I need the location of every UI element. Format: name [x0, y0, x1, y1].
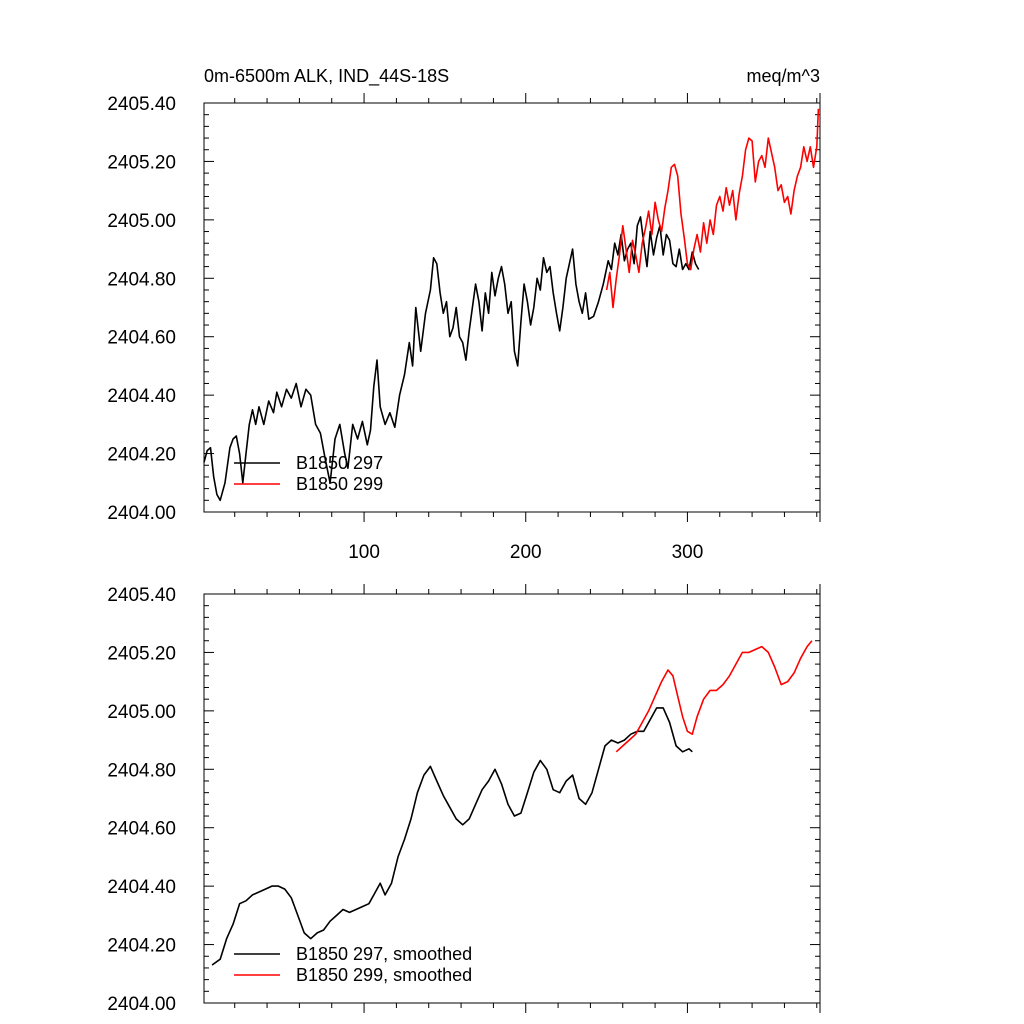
series-line-0: [203, 216, 700, 502]
y-tick-label: 2405.00: [107, 702, 176, 723]
legend-label-0: B1850 297, smoothed: [296, 944, 472, 964]
series-line-1: [615, 640, 813, 753]
y-tick-label: 2404.00: [107, 994, 176, 1015]
legend-label-1: B1850 299, smoothed: [296, 965, 472, 985]
top-panel: 0m-6500m ALK, IND_44S-18S meq/m^3 2404.0…: [107, 66, 821, 563]
x-tick-label: 300: [672, 542, 704, 563]
y-tick-label: 2405.00: [107, 211, 176, 232]
y-tick-label: 2404.00: [107, 503, 176, 524]
y-tick-label: 2405.20: [107, 152, 176, 173]
units-label: meq/m^3: [747, 66, 820, 86]
y-tick-label: 2404.80: [107, 269, 176, 290]
plot-frame: [203, 593, 821, 1004]
legend-label-1: B1850 299: [296, 474, 383, 494]
series-line-1: [605, 108, 820, 309]
y-tick-label: 2405.40: [107, 585, 176, 606]
plot-frame: [203, 102, 821, 513]
series-line-0: [211, 707, 693, 966]
y-tick-label: 2404.20: [107, 445, 176, 466]
y-tick-label: 2404.40: [107, 877, 176, 898]
y-tick-label: 2405.20: [107, 643, 176, 664]
y-tick-label: 2404.60: [107, 328, 176, 349]
x-tick-label: 100: [348, 542, 380, 563]
chart-title: 0m-6500m ALK, IND_44S-18S: [204, 66, 449, 87]
bottom-panel: 2404.00 2404.20 2404.40 2404.60 2404.80 2405.…: [107, 584, 821, 1015]
y-tick-label: 2404.40: [107, 386, 176, 407]
y-tick-label: 2404.80: [107, 760, 176, 781]
y-tick-label: 2405.40: [107, 94, 176, 115]
legend-label-0: B1850 297: [296, 453, 383, 473]
y-tick-label: 2404.60: [107, 819, 176, 840]
x-tick-label: 200: [510, 542, 542, 563]
y-tick-label: 2404.20: [107, 936, 176, 957]
